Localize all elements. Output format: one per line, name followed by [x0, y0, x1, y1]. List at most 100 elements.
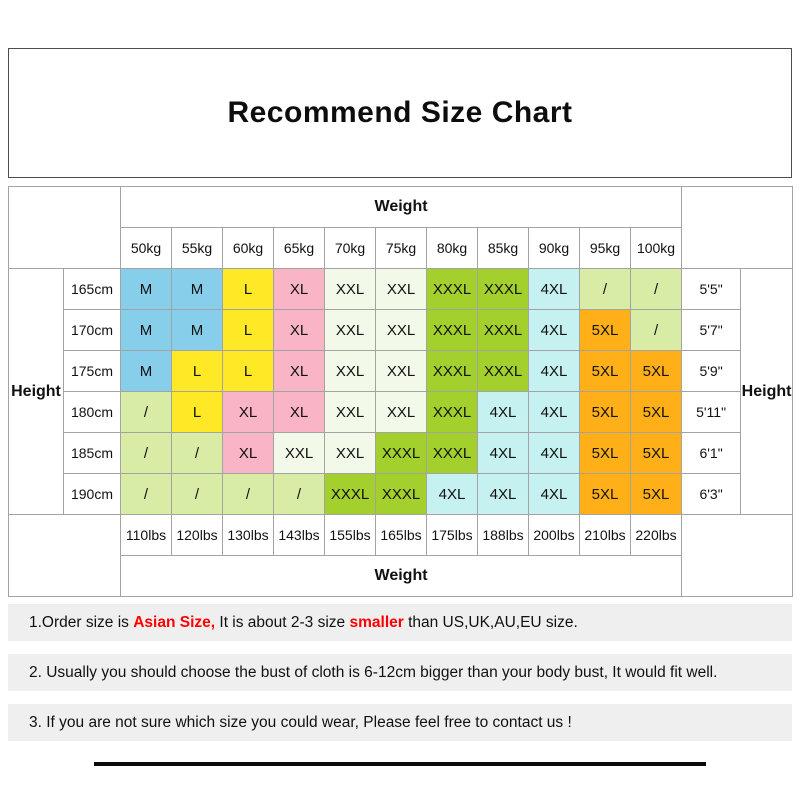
lbs-row: 110lbs 120lbs 130lbs 143lbs 155lbs 165lbs 175l…	[8, 514, 794, 597]
size-row: 175cm M L L XL XXL XXL XXXL XXXL 4XL 5XL 5XL 5'9"	[9, 350, 793, 392]
kg-cell: 60kg	[222, 227, 274, 269]
title-box: Recommend Size Chart	[8, 48, 792, 178]
size-cell: 4XL	[528, 268, 580, 310]
corner-blank	[8, 186, 121, 269]
size-cell: XXXL	[477, 350, 529, 392]
note-bar: 1.Order size is Asian Size, It is about …	[8, 604, 792, 641]
size-cell: /	[120, 391, 172, 433]
weight-top-label: Weight	[119, 186, 683, 228]
page-title: Recommend Size Chart	[227, 96, 573, 129]
size-cell: XXXL	[426, 391, 478, 433]
size-cell: /	[120, 473, 172, 515]
size-cell: XL	[273, 268, 325, 310]
size-cell: XXL	[375, 391, 427, 433]
kg-cell: 55kg	[171, 227, 223, 269]
size-cell: XXL	[375, 309, 427, 351]
weight-header-row: Weight	[8, 186, 794, 269]
size-cell: XXXL	[477, 268, 529, 310]
size-chart-page: Recommend Size Chart Weight 50kg 55kg 60kg 6…	[8, 48, 794, 766]
size-cell: M	[120, 309, 172, 351]
bottom-bar	[94, 762, 706, 766]
size-cell: XXL	[375, 268, 427, 310]
lbs-cell: 165lbs	[375, 514, 427, 556]
corner-blank	[681, 186, 794, 269]
size-cell: L	[171, 391, 223, 433]
height-ft-cell: 6'1"	[681, 432, 742, 474]
height-cm-cell: 190cm	[63, 473, 121, 515]
note-text: than US,UK,AU,EU size.	[403, 613, 578, 631]
size-cell: 5XL	[579, 473, 631, 515]
kg-cell: 65kg	[273, 227, 325, 269]
note-highlight: Asian Size,	[133, 613, 216, 631]
size-cell: XXXL	[375, 432, 427, 474]
weight-footer-row: Weight	[9, 555, 793, 597]
size-cell: XL	[273, 350, 325, 392]
size-cell: 5XL	[629, 391, 683, 433]
height-ft-cell: 5'11"	[681, 391, 742, 433]
size-cell: XXL	[324, 391, 376, 433]
height-left-label: Height	[8, 268, 64, 515]
size-cell: 5XL	[629, 473, 683, 515]
size-cell: 4XL	[477, 432, 529, 474]
height-cm-cell: 175cm	[63, 350, 121, 392]
height-right-label: Height	[740, 268, 794, 515]
size-cell: 4XL	[426, 473, 478, 515]
size-cell: XXXL	[426, 309, 478, 351]
size-cell: /	[629, 268, 683, 310]
size-cell: XXL	[324, 350, 376, 392]
size-cell: 4XL	[477, 391, 529, 433]
size-cell: XL	[222, 432, 274, 474]
size-cell: XXL	[324, 309, 376, 351]
size-chart-table: Weight 50kg 55kg 60kg 65kg 70kg 75kg 80kg 85kg 90…	[8, 186, 794, 597]
note-highlight: smaller	[349, 613, 404, 631]
lbs-cell: 155lbs	[324, 514, 376, 556]
lbs-cell: 143lbs	[273, 514, 325, 556]
size-cell: XXXL	[477, 309, 529, 351]
corner-blank	[681, 514, 794, 597]
size-cell: M	[120, 350, 172, 392]
height-cm-cell: 170cm	[63, 309, 121, 351]
kg-cell: 90kg	[528, 227, 580, 269]
size-cell: XXXL	[426, 268, 478, 310]
kg-cell: 85kg	[477, 227, 529, 269]
size-cell: 4XL	[528, 350, 580, 392]
size-cell: 4XL	[528, 432, 580, 474]
size-cell: XXXL	[426, 350, 478, 392]
lbs-cell: 120lbs	[171, 514, 223, 556]
size-cell: 5XL	[629, 432, 683, 474]
corner-blank	[8, 514, 121, 597]
size-cell: /	[579, 268, 631, 310]
note-text: 2. Usually you should choose the bust of…	[29, 663, 718, 681]
size-cell: XXL	[324, 432, 376, 474]
size-cell: 5XL	[629, 350, 683, 392]
kg-cell: 50kg	[120, 227, 172, 269]
size-cell: 4XL	[477, 473, 529, 515]
size-cell: M	[120, 268, 172, 310]
note-bar: 2. Usually you should choose the bust of…	[8, 654, 792, 691]
height-cm-cell: 180cm	[63, 391, 121, 433]
size-cell: XXXL	[375, 473, 427, 515]
size-cell: /	[629, 309, 683, 351]
size-cell: 4XL	[528, 391, 580, 433]
size-cell: 5XL	[579, 391, 631, 433]
size-cell: XXL	[273, 432, 325, 474]
height-ft-cell: 5'9"	[681, 350, 742, 392]
size-cell: L	[222, 350, 274, 392]
size-cell: 5XL	[579, 309, 631, 351]
lbs-cell: 175lbs	[426, 514, 478, 556]
size-cell: XXXL	[426, 432, 478, 474]
height-cm-cell: 185cm	[63, 432, 121, 474]
kg-cell: 70kg	[324, 227, 376, 269]
size-cell: M	[171, 309, 223, 351]
note-text: 1.Order size is	[29, 613, 134, 631]
size-cell: L	[171, 350, 223, 392]
kg-header-row: 50kg 55kg 60kg 65kg 70kg 75kg 80kg 85kg 90kg 95kg…	[9, 227, 793, 269]
height-ft-cell: 6'3"	[681, 473, 742, 515]
size-cell: XL	[222, 391, 274, 433]
size-cell: XL	[273, 391, 325, 433]
size-cell: XXXL	[324, 473, 376, 515]
note-bar: 3. If you are not sure which size you co…	[8, 704, 792, 741]
size-cell: /	[120, 432, 172, 474]
size-cell: 5XL	[579, 432, 631, 474]
size-row: 170cm M M L XL XXL XXL XXXL XXXL 4XL 5XL/5'7"	[9, 309, 793, 351]
